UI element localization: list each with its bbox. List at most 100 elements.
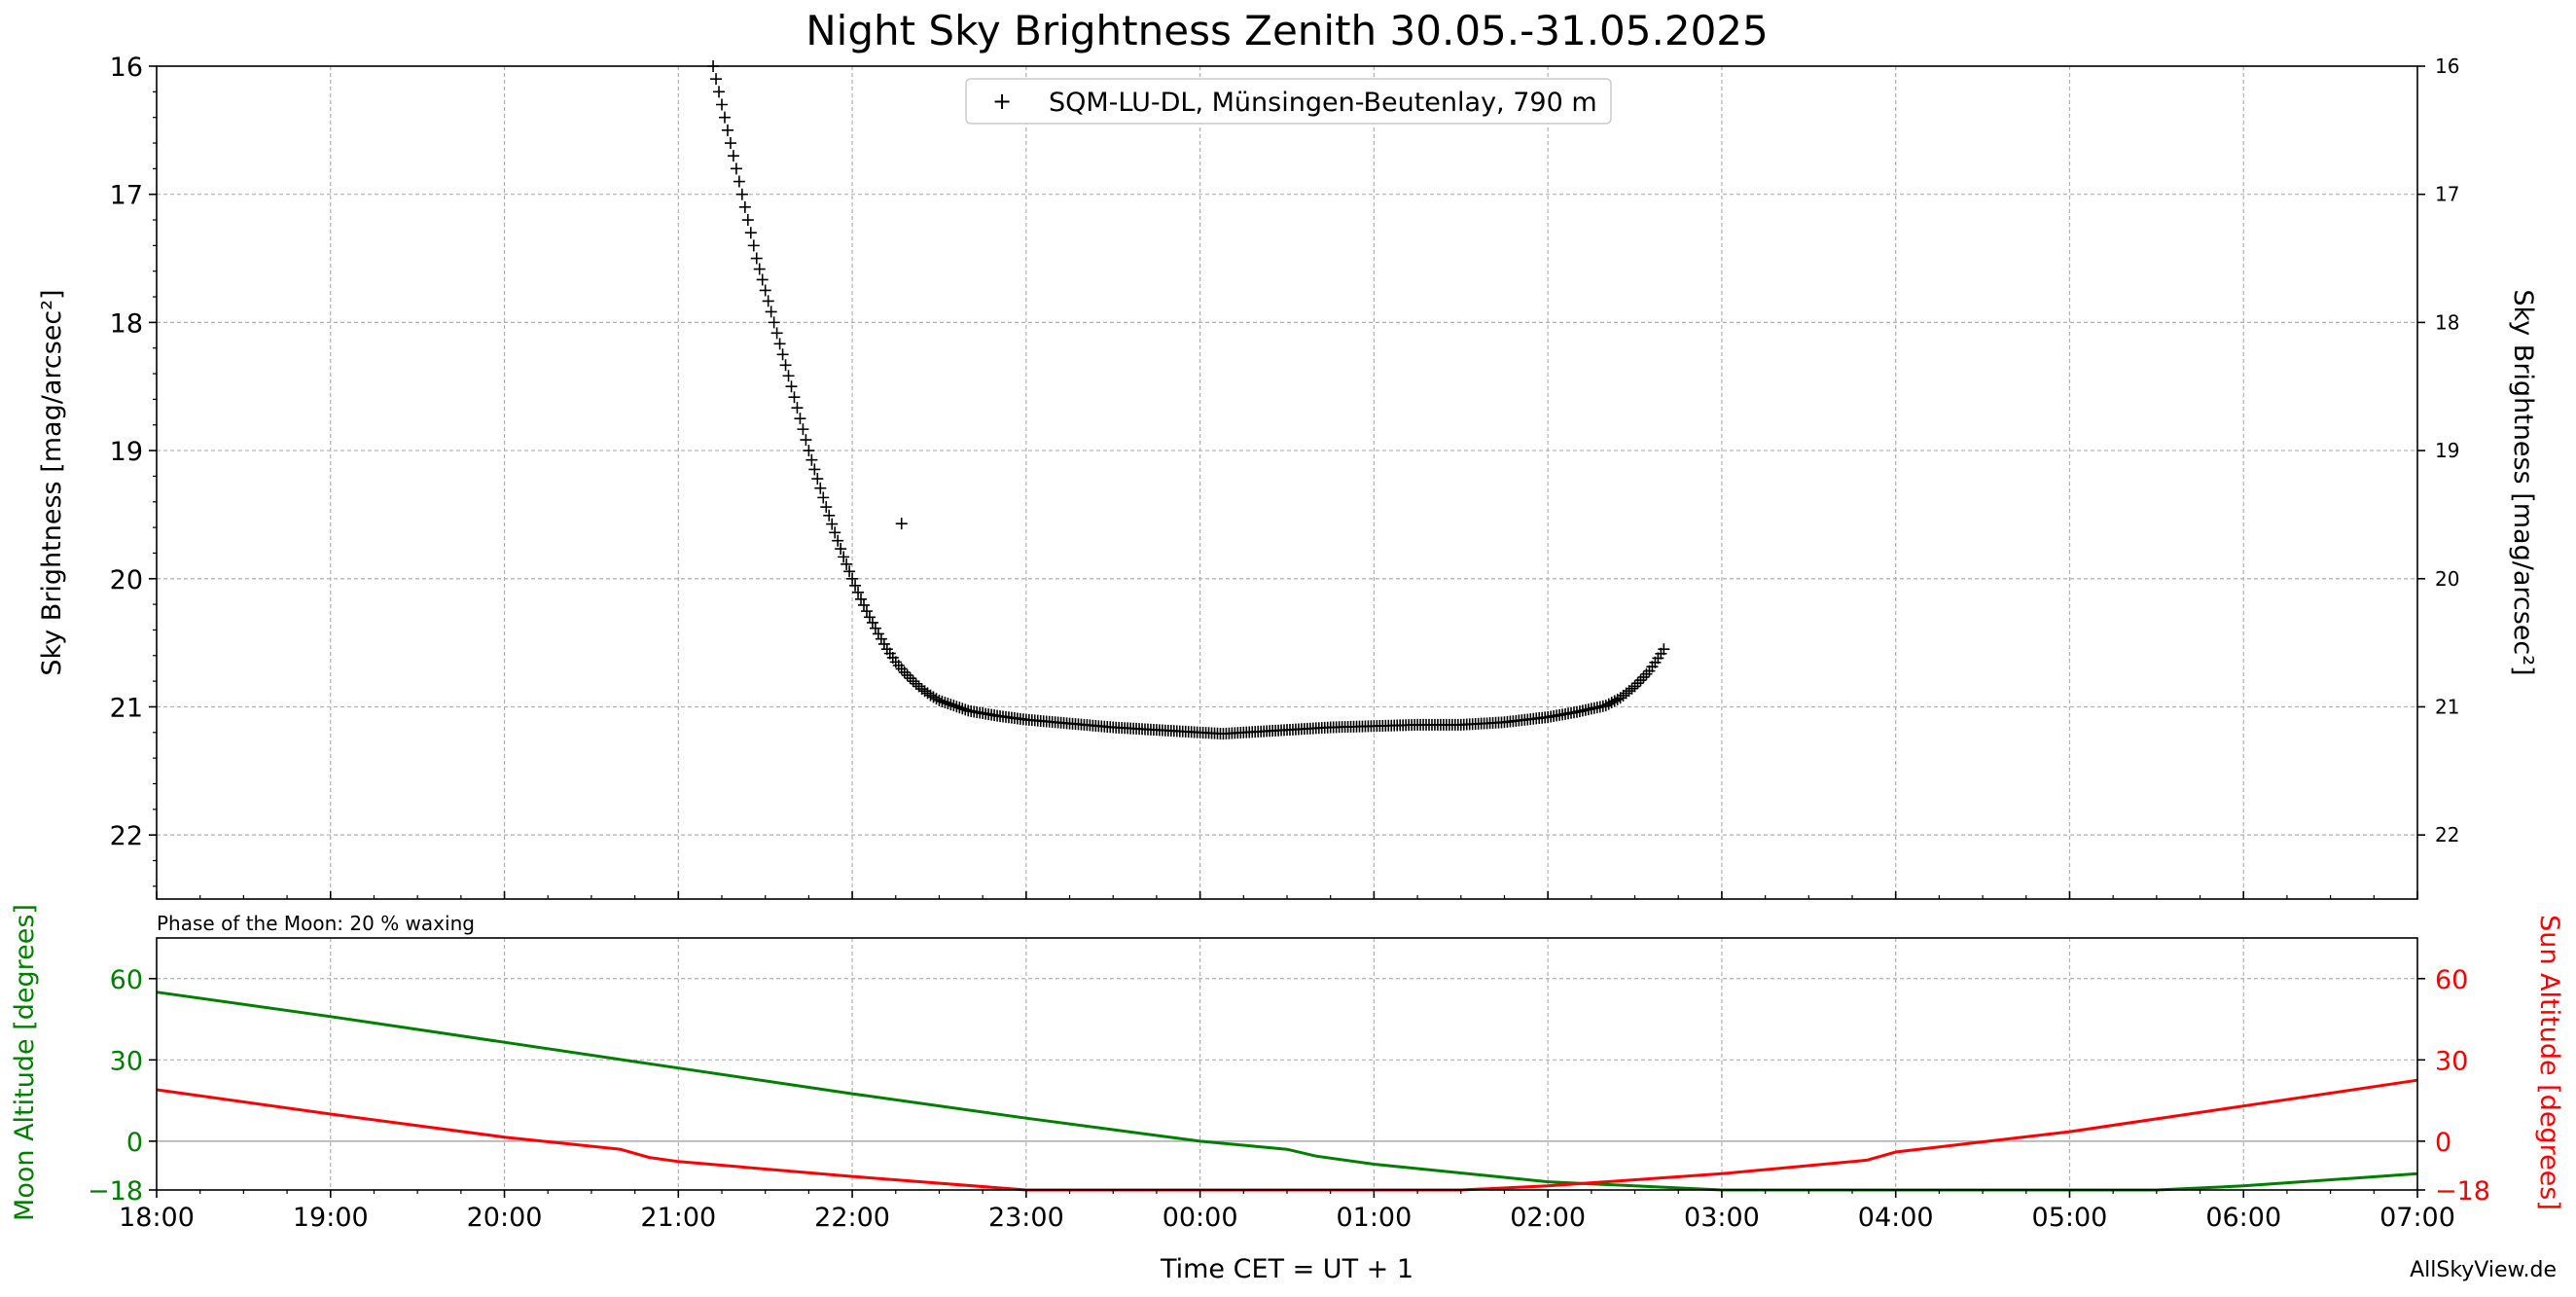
sky-brightness-point: [782, 370, 795, 382]
sky-brightness-point: [718, 111, 731, 124]
sky-brightness-point: [875, 632, 887, 645]
sky-brightness-point: [735, 188, 748, 200]
x-tick-label: 03:00: [1684, 1203, 1760, 1233]
sky-brightness-point: [846, 572, 859, 585]
x-tick-label: 07:00: [2379, 1203, 2455, 1233]
sky-brightness-point: [907, 675, 919, 688]
sky-brightness-point: [945, 699, 957, 711]
altitude-lines: [156, 991, 2418, 1192]
x-tick-label: 22:00: [814, 1203, 890, 1233]
x-tick-label: 05:00: [2032, 1203, 2108, 1233]
sky-brightness-point: [747, 239, 760, 252]
moon-altitude-line: [156, 991, 2418, 1192]
sky-brightness-point: [953, 702, 966, 714]
y-tick-label-right: 17: [2435, 183, 2459, 206]
sky-brightness-point: [895, 518, 908, 530]
sky-brightness-point: [759, 284, 771, 297]
sky-brightness-point: [956, 703, 969, 715]
y-tick-label-right: 16: [2435, 54, 2459, 78]
chart-title: Night Sky Brightness Zenith 30.05.-31.05…: [805, 7, 1769, 54]
sun-y-tick-label: 60: [2435, 965, 2468, 995]
x-axis-label: Time CET = UT + 1: [1160, 1254, 1413, 1284]
sky-brightness-point: [713, 86, 726, 98]
sky-brightness-point: [800, 434, 812, 447]
sky-brightness-point: [779, 359, 792, 372]
moon-y-tick-label: 0: [126, 1128, 143, 1158]
sky-brightness-point: [939, 696, 951, 708]
moon-y-tick-label: −18: [88, 1176, 143, 1207]
y-tick-label: 19: [110, 437, 143, 467]
sky-brightness-point: [898, 666, 911, 678]
sky-brightness-point: [877, 637, 890, 650]
sun-y-tick-label: 30: [2435, 1046, 2468, 1076]
sky-brightness-point: [912, 680, 925, 693]
y-tick-label: 21: [110, 693, 143, 723]
top-plot-frame: [156, 65, 2418, 900]
sun-altitude-line: [156, 1078, 2418, 1192]
y-tick-label: 18: [110, 308, 143, 339]
legend: + SQM-LU-DL, Münsingen-Beutenlay, 790 m: [965, 78, 1612, 125]
sky-brightness-point: [843, 565, 856, 578]
credit-text: AllSkyView.de: [2410, 1258, 2557, 1282]
sky-brightness-point: [716, 98, 728, 111]
sky-brightness-point: [721, 124, 733, 136]
sun-altitude-ylabel: Sun Altitude [degrees]: [2534, 915, 2564, 1210]
y-tick-label: 22: [110, 821, 143, 851]
sky-brightness-point: [797, 423, 809, 436]
moon-phase-annotation: Phase of the Moon: 20 % waxing: [157, 912, 475, 935]
x-tick-label: 00:00: [1163, 1203, 1238, 1233]
sky-brightness-point: [730, 162, 742, 175]
sky-brightness-point: [863, 611, 876, 624]
y-tick-label: 20: [110, 565, 143, 595]
sky-brightness-point: [724, 137, 736, 150]
y-tick-label-right: 22: [2435, 823, 2459, 847]
sky-brightness-point: [817, 491, 830, 504]
y-tick-label: 17: [110, 181, 143, 211]
sky-brightness-point: [948, 700, 960, 712]
sky-brightness-point: [753, 263, 766, 275]
sky-brightness-point: [750, 252, 763, 265]
sky-brightness-point: [835, 543, 847, 556]
legend-marker: +: [992, 88, 1012, 115]
sky-brightness-point: [820, 501, 833, 514]
moon-y-tick-label: 60: [110, 965, 143, 995]
moon-altitude-ylabel: Moon Altitude [degrees]: [10, 904, 40, 1221]
sky-brightness-point: [950, 701, 963, 713]
sky-brightness-point: [849, 579, 862, 592]
sky-brightness-point: [930, 693, 943, 705]
sun-y-tick-label: 0: [2435, 1128, 2451, 1158]
sky-brightness-point: [910, 677, 922, 690]
sky-brightness-point: [776, 348, 789, 361]
sky-brightness-point: [838, 551, 850, 563]
sky-brightness-point: [741, 214, 754, 227]
sky-brightness-point: [738, 200, 751, 213]
sky-brightness-point: [852, 586, 865, 598]
sky-brightness-point: [857, 598, 870, 611]
y-tick-label-right: 21: [2435, 695, 2459, 718]
top-ylabel-right: Sky Brightness [mag/arcsec²]: [2508, 289, 2538, 675]
x-tick-label: 21:00: [640, 1203, 716, 1233]
sky-brightness-point: [1658, 643, 1670, 656]
sky-brightness-point: [785, 380, 798, 393]
legend-box: [965, 78, 1612, 125]
sky-brightness-point: [860, 605, 873, 618]
sky-brightness-points: [707, 60, 1670, 740]
top-grid: [157, 66, 2417, 899]
x-tick-label: 02:00: [1510, 1203, 1586, 1233]
sky-brightness-point: [1640, 667, 1653, 680]
sky-brightness-point: [805, 453, 818, 466]
sky-brightness-point: [756, 273, 769, 286]
x-tick-label: 06:00: [2205, 1203, 2281, 1233]
sky-brightness-point: [826, 518, 839, 530]
sky-brightness-point: [841, 558, 853, 570]
x-tick-label: 19:00: [293, 1203, 369, 1233]
bottom-grid: [157, 938, 2417, 1190]
bottom-plot-frame: [156, 937, 2418, 1191]
sky-brightness-point: [710, 73, 723, 86]
sky-brightness-point: [770, 327, 783, 340]
sky-brightness-point: [1605, 696, 1618, 708]
sky-brightness-point: [811, 473, 824, 486]
sky-brightness-point: [1631, 677, 1644, 690]
sky-brightness-point: [794, 413, 806, 425]
